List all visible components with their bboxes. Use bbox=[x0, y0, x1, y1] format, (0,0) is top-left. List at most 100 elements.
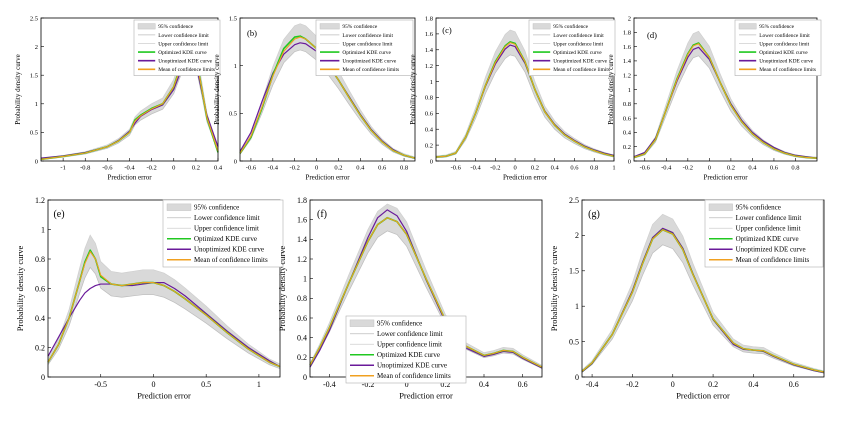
x-tick-label-g: 0 bbox=[671, 380, 675, 389]
x-tick-label-c: -0.2 bbox=[490, 165, 500, 172]
y-tick-label-b: 1.5 bbox=[229, 15, 237, 22]
legend-label-c: Unoptimized KDE curve bbox=[553, 59, 607, 65]
plot-frame-g bbox=[581, 199, 825, 378]
panel-b: -0.6 -0.4 -0.2 0 0.2 0.4 0.6 0.8 0 0.5 1 1.5 Predict… bbox=[213, 15, 416, 182]
y-axis-label-a: Probability density curve bbox=[14, 54, 22, 124]
x-tick-label-c: -0.4 bbox=[470, 165, 481, 172]
y-tick-label-a: 1.5 bbox=[30, 72, 38, 79]
legend-b: 95% confidence Lower confidence limitUppe… bbox=[315, 19, 414, 76]
legend-f: 95% confidence Lower confidence limit Uppe… bbox=[345, 315, 467, 384]
y-tick-label-f: 0.8 bbox=[297, 294, 307, 303]
panel-letter-f: (f) bbox=[317, 209, 327, 220]
x-axis-label-a: Prediction error bbox=[107, 174, 152, 182]
x-tick-label-b: -0.4 bbox=[268, 165, 279, 172]
legend-label-f: Optimized KDE curve bbox=[377, 351, 440, 359]
y-tick-label-a: 2 bbox=[35, 44, 38, 51]
x-tick-label-d: 0 bbox=[708, 165, 711, 172]
upper-limit-line-e bbox=[47, 234, 281, 365]
y-tick-label-f: 1 bbox=[303, 274, 307, 283]
y-tick-label-d: 1.6 bbox=[623, 44, 632, 51]
x-axis-label-g: Prediction error bbox=[676, 391, 730, 401]
upper-limit-line-d bbox=[633, 30, 818, 158]
legend-label-a: Unoptimized KDE curve bbox=[158, 59, 212, 65]
y-axis-label-f: Probability density curve bbox=[277, 246, 287, 332]
y-tick-label-e: 0 bbox=[41, 373, 45, 382]
legend-d: 95% confidence Lower confidence limitUppe… bbox=[734, 19, 822, 76]
upper-limit-line-f bbox=[309, 203, 543, 366]
lower-limit-line-g bbox=[581, 244, 825, 374]
x-tick-label-f: -0.4 bbox=[323, 380, 336, 389]
plot-frame-c bbox=[435, 17, 615, 162]
y-tick-label-d: 0.6 bbox=[623, 115, 632, 122]
y-axis-label-d: Probability density curve bbox=[607, 54, 615, 124]
y-tick-label-f: 0.4 bbox=[297, 333, 307, 342]
legend-label-g: Lower confidence limit bbox=[736, 214, 802, 222]
y-tick-label-c: 0.6 bbox=[425, 111, 434, 118]
legend-label-b: Optimized KDE curve bbox=[342, 50, 391, 56]
confidence-band-c bbox=[436, 30, 614, 158]
lower-limit-line-c bbox=[435, 54, 615, 159]
legend-label-d: Upper confidence limit bbox=[759, 40, 809, 47]
legend-label-d: Optimized KDE curve bbox=[759, 50, 808, 56]
legend-e: 95% confidence Lower confidence limit Uppe… bbox=[162, 199, 284, 268]
y-tick-label-b: 1 bbox=[234, 63, 237, 70]
panel-letter-b: (b) bbox=[247, 28, 257, 38]
y-tick-label-c: 0.4 bbox=[425, 126, 434, 133]
y-tick-label-e: 1.2 bbox=[35, 196, 45, 205]
lower-limit-line-e bbox=[47, 266, 281, 369]
panel-f: -0.4 -0.2 0 0.2 0.4 0.6 0 0.2 0.4 0.6 0.8 1 1.2 1.4 1.… bbox=[277, 196, 543, 401]
legend-frame-a bbox=[133, 19, 221, 76]
x-tick-label-a: 0.2 bbox=[192, 165, 200, 172]
x-tick-label-e: 0.5 bbox=[201, 380, 211, 389]
x-tick-label-b: -0.6 bbox=[246, 165, 257, 172]
panel-a: -1 -0.8 -0.6 -0.4 -0.2 0 0.2 0.4 0 0.5 1 1.5 2 2.5 Pre… bbox=[14, 15, 223, 181]
x-tick-label-g: -0.2 bbox=[626, 380, 639, 389]
x-tick-label-e: 0 bbox=[151, 380, 155, 389]
upper-limit-line-g bbox=[581, 213, 825, 372]
y-tick-label-a: 1 bbox=[35, 101, 38, 108]
x-tick-label-c: 0 bbox=[513, 165, 516, 172]
legend-label-a: Upper confidence limit bbox=[158, 40, 208, 47]
legend-label-f: Upper confidence limit bbox=[377, 341, 442, 349]
x-tick-label-f: -0.2 bbox=[362, 380, 375, 389]
x-tick-label-d: 0.6 bbox=[770, 165, 779, 172]
legend-label-b: 95% confidence bbox=[342, 23, 377, 30]
x-tick-label-c: 0.6 bbox=[570, 165, 579, 172]
y-tick-label-g: 0.5 bbox=[569, 337, 579, 346]
legend-frame-e bbox=[162, 199, 284, 268]
legend-label-e: Upper confidence limit bbox=[194, 225, 259, 233]
x-tick-label-c: 0.8 bbox=[590, 165, 598, 172]
x-tick-label-b: 0.2 bbox=[334, 165, 342, 172]
x-tick-label-c: 0.2 bbox=[531, 165, 539, 172]
panel-letter-d: (d) bbox=[647, 30, 657, 40]
x-tick-label-d: 0.2 bbox=[727, 165, 735, 172]
x-tick-label-g: 0.6 bbox=[789, 380, 799, 389]
y-tick-label-a: 2.5 bbox=[30, 15, 38, 22]
y-tick-label-b: 0.5 bbox=[229, 111, 237, 118]
x-tick-label-a: -0.2 bbox=[146, 165, 156, 172]
legend-label-e: Mean of confidence limits bbox=[194, 256, 268, 264]
mean-of-confidence-limits-line-c bbox=[435, 42, 615, 158]
legend-frame-b bbox=[315, 19, 414, 76]
x-tick-label-e: 1 bbox=[257, 380, 261, 389]
confidence-band-e bbox=[48, 235, 280, 369]
x-tick-label-b: -0.2 bbox=[290, 165, 300, 172]
x-tick-label-f: 0 bbox=[405, 380, 409, 389]
legend-label-c: Mean of confidence limits bbox=[553, 66, 610, 73]
x-tick-label-b: 0 bbox=[315, 165, 318, 172]
mean-of-confidence-limits-line-f bbox=[309, 217, 543, 368]
x-tick-label-d: -0.2 bbox=[683, 165, 693, 172]
unoptimized-kde-curve-line-e bbox=[47, 282, 281, 368]
legend-label-g: Mean of confidence limits bbox=[736, 256, 810, 264]
y-tick-label-a: 0 bbox=[35, 158, 38, 165]
legend-swatch-band-e bbox=[166, 203, 192, 211]
x-tick-label-b: 0.4 bbox=[356, 165, 365, 172]
legend-label-f: Mean of confidence limits bbox=[377, 372, 451, 380]
x-tick-label-f: 0.2 bbox=[440, 380, 450, 389]
y-tick-label-d: 1.2 bbox=[623, 72, 631, 79]
y-tick-label-c: 1.6 bbox=[425, 31, 434, 38]
y-tick-label-e: 0.8 bbox=[35, 255, 45, 264]
legend-frame-f bbox=[345, 315, 467, 384]
x-tick-label-a: -1 bbox=[60, 165, 65, 172]
x-tick-label-g: -0.4 bbox=[586, 380, 599, 389]
